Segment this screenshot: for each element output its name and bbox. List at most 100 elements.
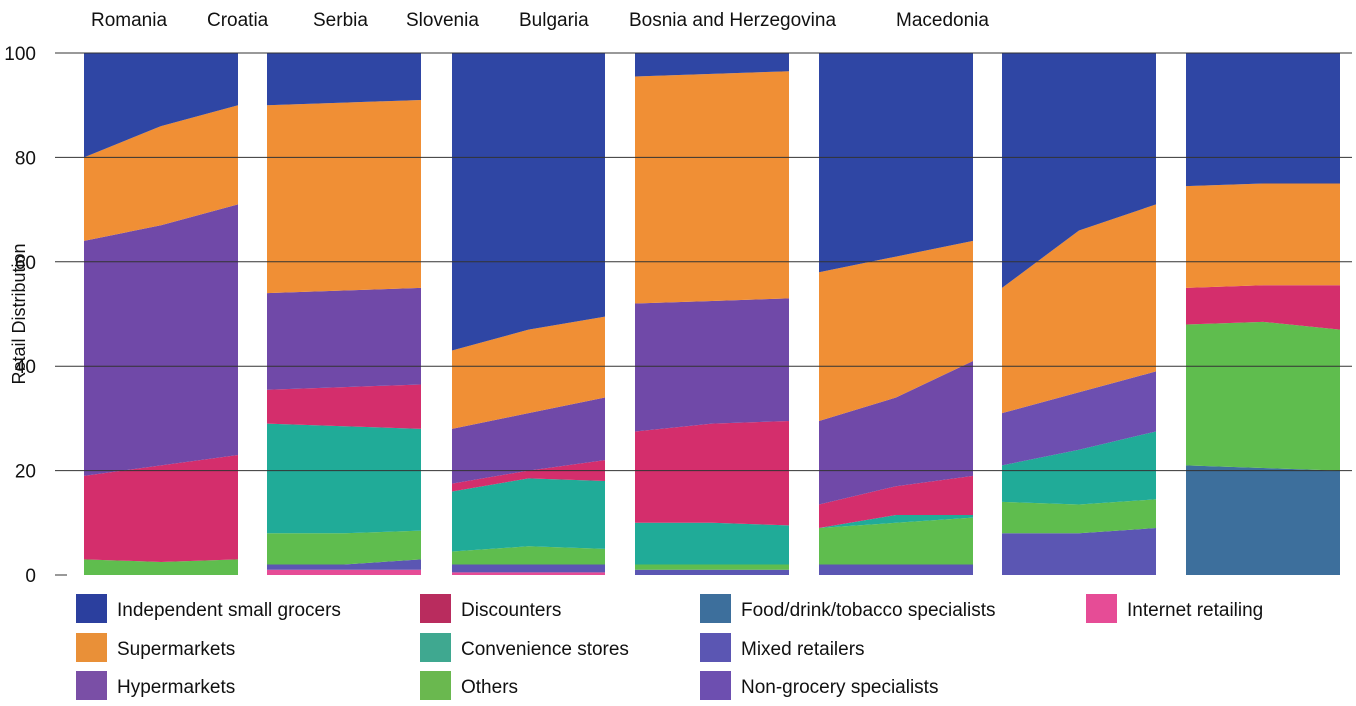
country-label-slovenia: Slovenia — [406, 10, 479, 31]
area-hypermarkets — [819, 360, 973, 505]
legend-swatch — [420, 671, 451, 700]
area-supermarkets — [1002, 204, 1156, 414]
country-panel-macedonia — [1186, 53, 1340, 575]
country-panel-bulgaria — [819, 53, 973, 575]
area-food-drink-tobacco-specialists — [1186, 465, 1340, 575]
legend-swatch — [700, 633, 731, 662]
country-label-romania: Romania — [91, 10, 167, 31]
legend-label: Food/drink/tobacco specialists — [741, 600, 996, 621]
legend-swatch — [1086, 594, 1117, 623]
area-independent-small-grocers — [819, 53, 973, 273]
area-others — [84, 559, 238, 575]
country-panel-slovenia — [635, 53, 789, 575]
area-mixed-retailers — [819, 564, 973, 575]
area-independent-small-grocers — [84, 53, 238, 158]
legend-label: Discounters — [461, 600, 561, 621]
country-label-macedonia: Macedonia — [896, 10, 989, 31]
y-axis-label: Retail Distribution — [9, 243, 29, 384]
legend: Independent small grocers Discounters Food… — [76, 594, 1263, 700]
area-supermarkets — [452, 316, 605, 429]
legend-swatch — [76, 671, 107, 700]
legend-label: Hypermarkets — [117, 677, 235, 698]
legend-swatch — [76, 594, 107, 623]
area-others — [452, 546, 605, 565]
y-tick-label: 80 — [15, 148, 36, 169]
area-convenience-stores — [267, 423, 421, 534]
y-axis-ticks: 0 20 40 60 80 100 — [4, 44, 36, 587]
area-independent-small-grocers — [1002, 53, 1156, 288]
area-internet-retailing — [267, 569, 421, 575]
area-mixed-retailers — [635, 569, 789, 575]
legend-item-internet-retailing: Internet retailing — [1086, 594, 1263, 623]
area-discounters — [452, 460, 605, 492]
country-panel-bosnia-and-herzegovina — [1002, 53, 1156, 575]
area-supermarkets — [84, 105, 238, 241]
area-mixed-retailers — [1002, 528, 1156, 575]
legend-item-food-drink-tobacco-specialists: Food/drink/tobacco specialists — [700, 594, 996, 623]
y-tick-label: 20 — [15, 462, 36, 483]
area-others — [1186, 321, 1340, 471]
area-convenience-stores — [819, 514, 973, 529]
legend-label: Mixed retailers — [741, 639, 865, 660]
country-panel-romania — [84, 53, 238, 575]
legend-swatch — [420, 633, 451, 662]
country-label-bulgaria: Bulgaria — [519, 10, 589, 31]
area-mixed-retailers — [452, 564, 605, 573]
area-supermarkets — [635, 71, 789, 304]
country-panel-croatia — [267, 53, 421, 575]
legend-label: Supermarkets — [117, 639, 235, 660]
area-hypermarkets — [635, 298, 789, 432]
area-independent-small-grocers — [635, 53, 789, 77]
area-others — [635, 564, 789, 570]
legend-label: Non-grocery specialists — [741, 677, 938, 698]
legend-item-non-grocery-specialists: Non-grocery specialists — [700, 671, 938, 700]
area-discounters — [819, 475, 973, 529]
area-supermarkets — [819, 240, 973, 422]
y-tick-label: 100 — [4, 44, 36, 65]
legend-item-convenience-stores: Convenience stores — [420, 633, 629, 662]
area-internet-retailing — [452, 572, 605, 575]
area-independent-small-grocers — [1186, 53, 1340, 187]
legend-swatch — [420, 594, 451, 623]
area-independent-small-grocers — [267, 53, 421, 106]
area-convenience-stores — [1002, 431, 1156, 505]
country-label-bosnia-and-herzegovina: Bosnia and Herzegovina — [629, 10, 836, 31]
area-discounters — [635, 421, 789, 526]
area-others — [267, 530, 421, 565]
area-others — [819, 517, 973, 565]
legend-label: Independent small grocers — [117, 600, 341, 621]
legend-item-independent-small-grocers: Independent small grocers — [76, 594, 341, 623]
area-non-grocery-specialists — [1002, 371, 1156, 466]
area-discounters — [267, 384, 421, 429]
country-labels: Romania Croatia Serbia Slovenia Bulgaria Bosn… — [91, 10, 989, 31]
area-independent-small-grocers — [452, 53, 605, 351]
area-hypermarkets — [452, 397, 605, 484]
y-tick-label: 40 — [15, 357, 36, 378]
area-hypermarkets — [267, 287, 421, 390]
legend-swatch — [700, 671, 731, 700]
legend-item-discounters: Discounters — [420, 594, 561, 623]
area-discounters — [1186, 285, 1340, 330]
area-convenience-stores — [635, 522, 789, 565]
y-tick-label: 60 — [15, 253, 36, 274]
area-supermarkets — [267, 99, 421, 294]
legend-label: Convenience stores — [461, 639, 629, 660]
country-panel-serbia — [452, 53, 605, 575]
gridlines — [55, 52, 1352, 576]
country-label-serbia: Serbia — [313, 10, 368, 31]
area-supermarkets — [1186, 183, 1340, 288]
area-convenience-stores — [452, 478, 605, 552]
legend-item-supermarkets: Supermarkets — [76, 633, 235, 662]
legend-item-hypermarkets: Hypermarkets — [76, 671, 235, 700]
legend-swatch — [76, 633, 107, 662]
legend-label: Internet retailing — [1127, 600, 1263, 621]
area-discounters — [84, 454, 238, 562]
legend-item-mixed-retailers: Mixed retailers — [700, 633, 865, 662]
country-panels — [84, 53, 1340, 575]
country-label-croatia: Croatia — [207, 10, 269, 31]
legend-label: Others — [461, 677, 518, 698]
area-hypermarkets — [84, 204, 238, 476]
y-tick-label: 0 — [25, 566, 36, 587]
